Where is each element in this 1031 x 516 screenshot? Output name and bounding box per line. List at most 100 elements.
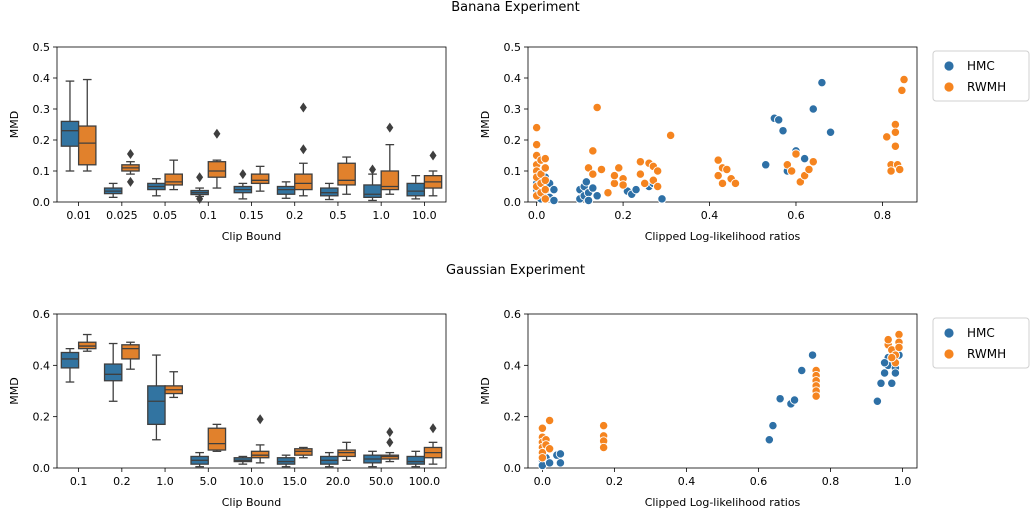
box-rwmh [207, 423, 227, 452]
gaussian-title: Gaussian Experiment [446, 263, 585, 278]
x-tick-label: 0.8 [874, 209, 892, 222]
outlier-point [299, 144, 307, 155]
x-tick-label: 0.2 [113, 475, 131, 488]
point-hmc [774, 115, 784, 125]
point-hmc [808, 104, 818, 114]
y-axis-label: MMD [8, 111, 21, 138]
x-tick-label: 0.5 [329, 209, 347, 222]
x-axis-label: Clipped Log-likelihood ratios [645, 230, 801, 243]
box-rwmh [250, 165, 270, 192]
point-rwmh [882, 132, 892, 142]
point-rwmh [890, 127, 901, 137]
x-tick-label: 0.4 [701, 209, 719, 222]
point-rwmh [795, 177, 805, 187]
x-tick-label: 0.05 [153, 209, 178, 222]
y-tick-label: 0.0 [504, 196, 522, 209]
point-hmc [631, 184, 641, 195]
point-rwmh [894, 329, 904, 340]
y-tick-label: 0.5 [33, 41, 51, 54]
point-rwmh [609, 170, 620, 181]
y-tick-label: 0.0 [33, 462, 51, 475]
box-rwmh [423, 150, 443, 197]
box-hmc [320, 182, 339, 201]
outlier-point [299, 102, 307, 113]
outlier-point [369, 164, 377, 175]
point-rwmh [537, 453, 548, 463]
outlier-point [429, 423, 437, 434]
legend-marker-hmc [944, 61, 954, 71]
point-rwmh [609, 178, 620, 189]
x-tick-label: 15.0 [282, 475, 307, 488]
x-tick-label: 0.1 [70, 475, 88, 488]
outlier-point [239, 169, 247, 180]
box-hmc [406, 174, 426, 200]
axes-frame [56, 313, 447, 469]
point-rwmh [799, 170, 810, 181]
outlier-point [429, 150, 437, 161]
point-rwmh [618, 180, 628, 190]
point-hmc [544, 458, 555, 468]
x-tick-label: 1.0 [894, 475, 912, 488]
legend-label-rwmh: RWMH [967, 347, 1006, 361]
point-rwmh [665, 130, 676, 141]
x-tick-label: 0.2 [606, 475, 624, 488]
box-hmc [233, 455, 253, 465]
point-rwmh [653, 166, 663, 176]
point-hmc [549, 195, 559, 206]
x-tick-label: 10.0 [239, 475, 264, 488]
box-rwmh [337, 441, 356, 461]
point-rwmh [648, 175, 658, 185]
point-hmc [588, 183, 598, 193]
point-rwmh [894, 342, 904, 353]
point-hmc [890, 368, 901, 378]
legend: HMC RWMH [932, 317, 1030, 369]
point-hmc [887, 378, 897, 388]
x-tick-label: 0.025 [106, 209, 138, 222]
outlier-point [256, 414, 264, 425]
x-tick-label: 0.6 [750, 475, 768, 488]
x-tick-label: 20.0 [326, 475, 351, 488]
box-rwmh [164, 159, 183, 191]
point-hmc [789, 395, 800, 405]
x-tick-label: 0.01 [66, 209, 91, 222]
box-rwmh [77, 333, 97, 352]
point-rwmh [890, 141, 901, 151]
point-rwmh [883, 335, 893, 345]
box-hmc [320, 451, 339, 468]
point-rwmh [713, 155, 723, 165]
box-rwmh [121, 148, 140, 187]
x-tick-label: 0.1 [200, 209, 218, 222]
y-tick-label: 0.4 [504, 359, 522, 372]
box-body [250, 173, 270, 185]
point-rwmh [614, 163, 624, 173]
axes-frame [527, 313, 918, 469]
y-tick-label: 0.2 [33, 134, 51, 147]
box-rwmh [250, 414, 270, 464]
box-body [147, 385, 166, 426]
x-tick-label: 0.2 [614, 209, 632, 222]
point-rwmh [531, 122, 542, 133]
point-rwmh [640, 178, 650, 189]
banana-title: Banana Experiment [451, 0, 580, 15]
box-body [77, 125, 97, 166]
panel-banana-scatter: 0.0 0.1 0.2 0.3 0.4 0.5 Clipped Log-likelihood… [479, 41, 918, 243]
outlier-point [386, 437, 394, 448]
point-rwmh [791, 149, 801, 159]
box-hmc [60, 347, 80, 383]
y-tick-label: 0.1 [504, 165, 522, 178]
point-hmc [879, 368, 890, 378]
point-rwmh [717, 178, 728, 189]
point-rwmh [886, 166, 896, 176]
point-rwmh [890, 119, 901, 130]
box-body [207, 427, 227, 451]
box-rwmh [164, 371, 183, 399]
box-body [276, 185, 296, 195]
point-hmc [775, 394, 785, 404]
box-body [60, 351, 80, 369]
point-hmc [807, 350, 818, 360]
panel-banana-box: 0.0 0.1 0.2 0.3 0.4 0.5 Clip Bound MMD 0.01 0.025… [8, 41, 447, 243]
point-hmc [879, 358, 890, 368]
panel-gaussian-scatter: 0.0 0.2 0.4 0.6 Clipped Log-likelihood ratio… [479, 308, 918, 509]
y-tick-label: 0.4 [504, 72, 522, 85]
